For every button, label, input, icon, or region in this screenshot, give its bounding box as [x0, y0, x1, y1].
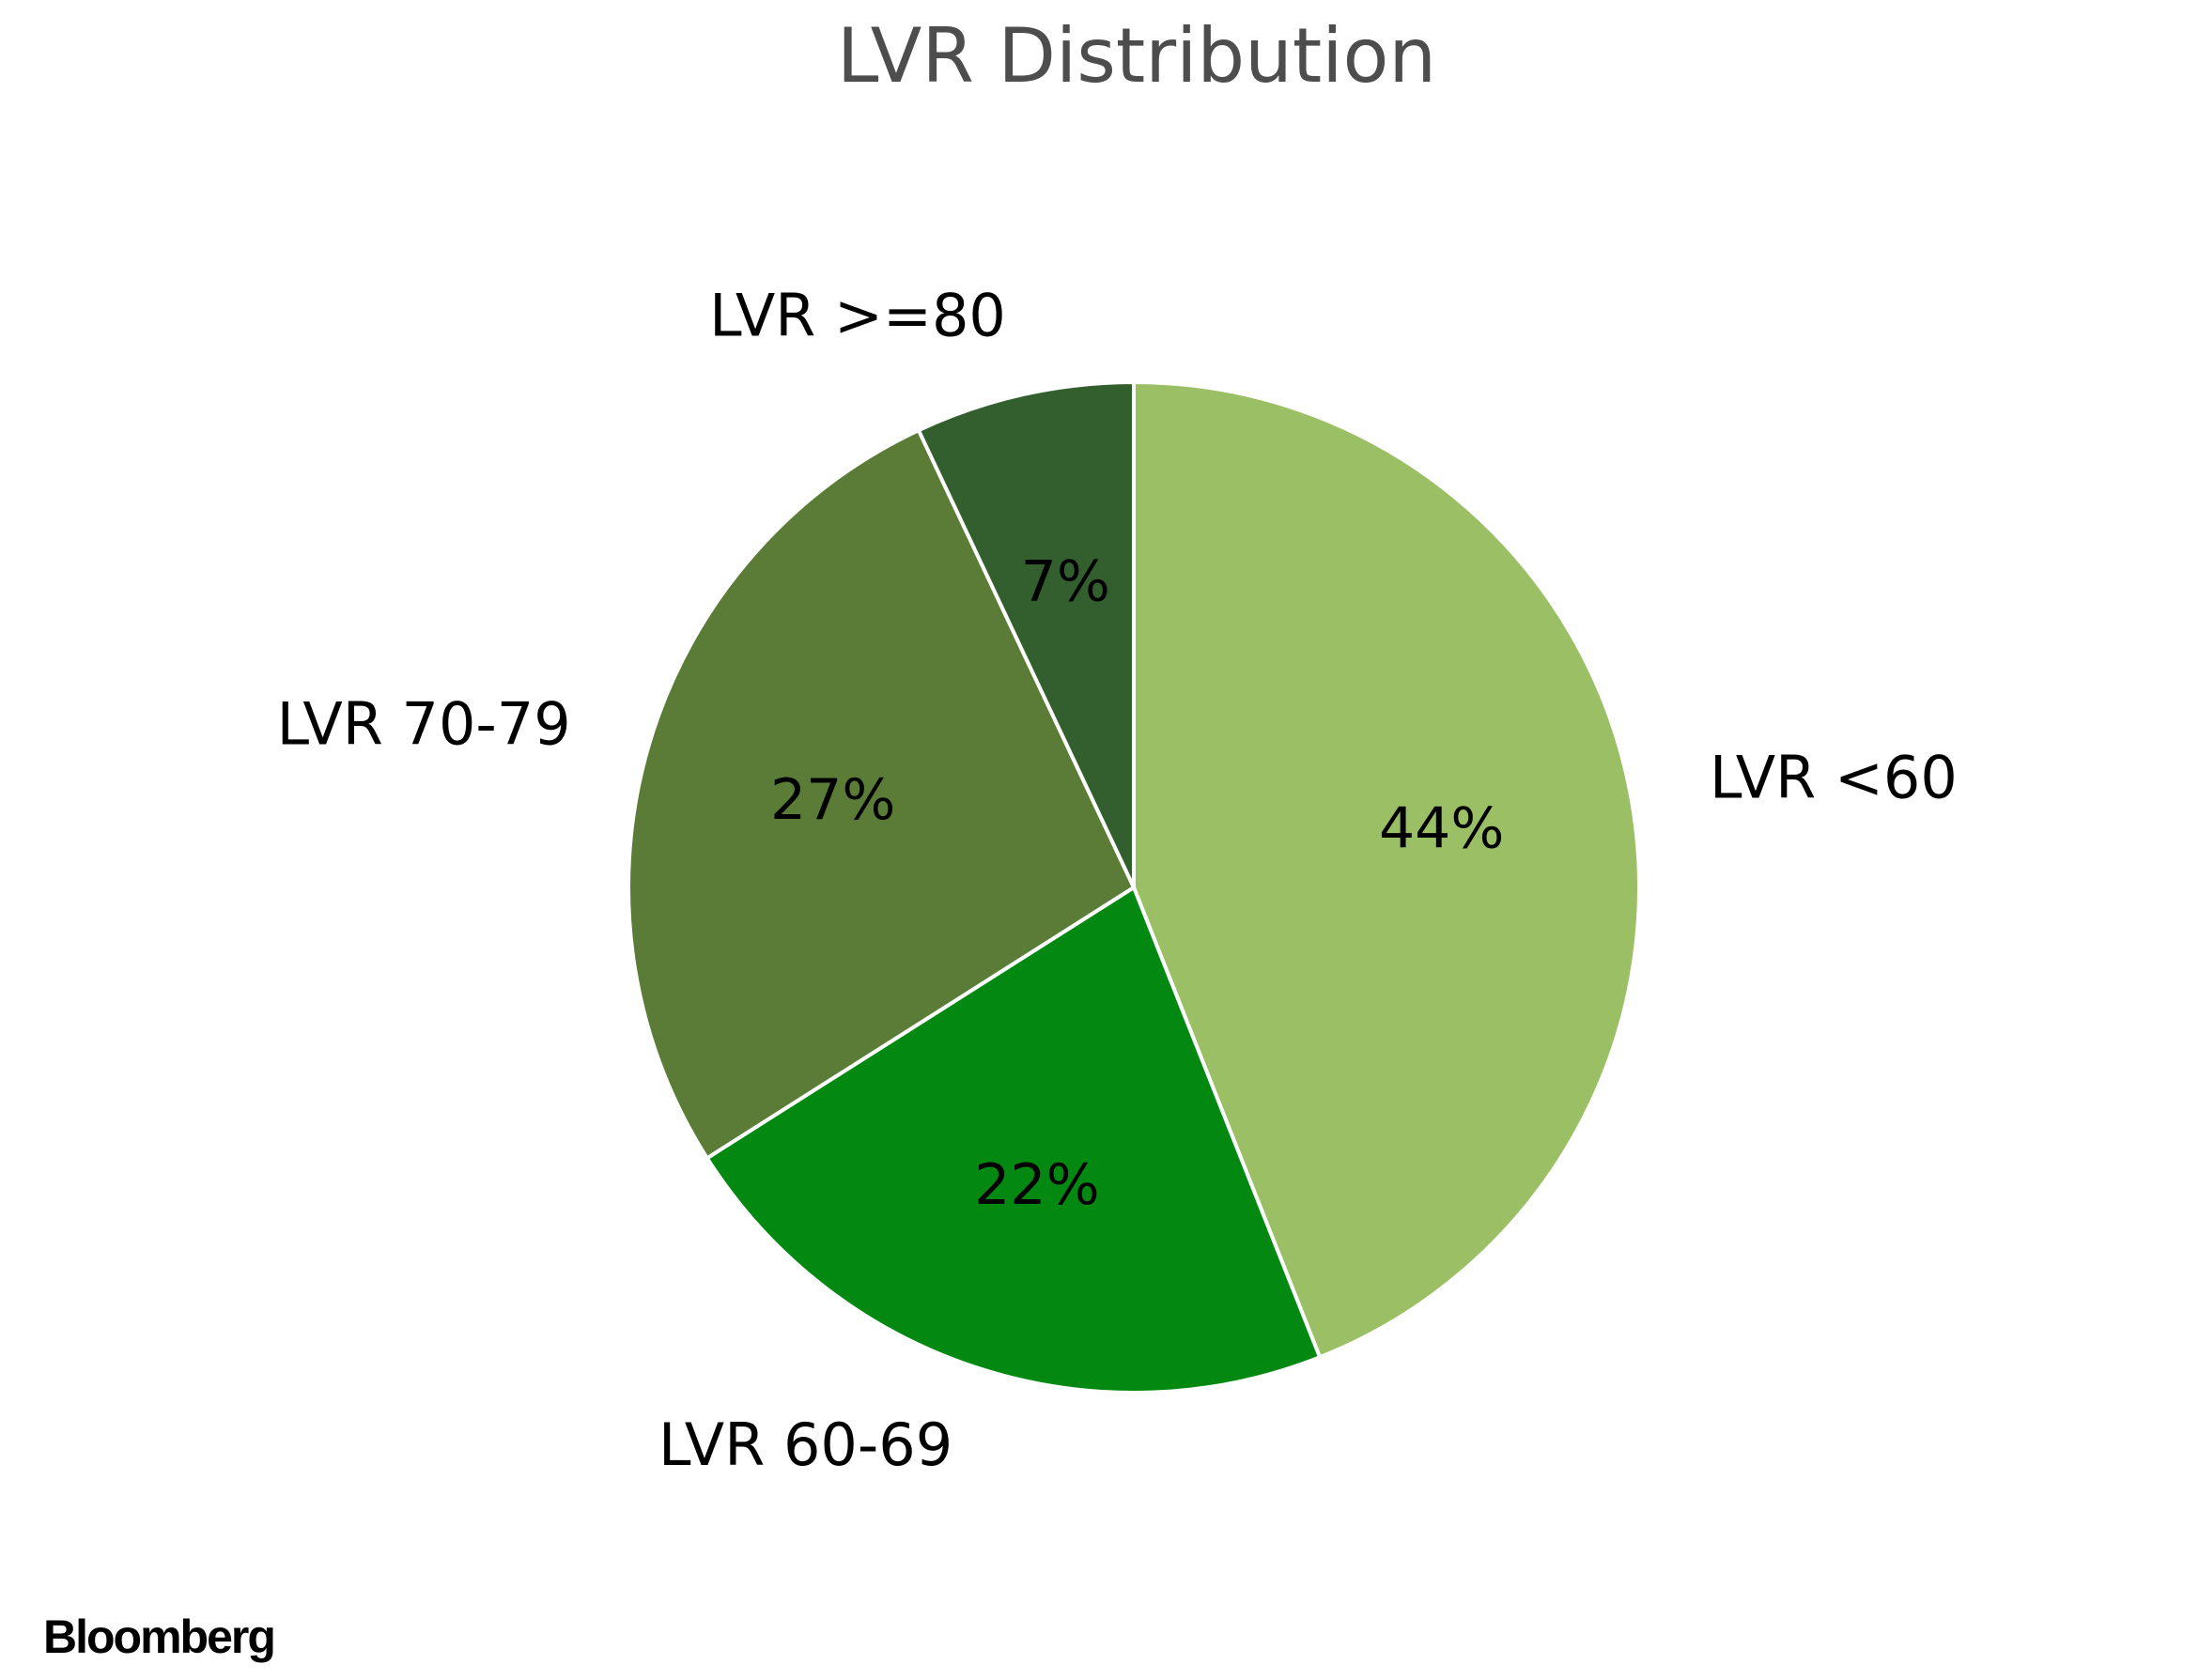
pie-slices [627, 380, 1641, 1395]
pie-category-label-lvr-80: LVR >=80 [709, 281, 1006, 349]
pie-slice-lvr-70-79 [627, 428, 1136, 1161]
pie-value-label-lvr-60-69: 22% [974, 1152, 1099, 1218]
pie-value-label-lvr-80: 7% [1021, 548, 1110, 614]
pie-category-label-lvr-60-69: LVR 60-69 [658, 1410, 952, 1479]
chart-title: LVR Distribution [837, 12, 1436, 100]
pie-value-label-lvr-60: 44% [1379, 795, 1504, 861]
pie-category-label-lvr-60: LVR <60 [1710, 744, 1958, 812]
pie-slice-lvr-60-69 [705, 886, 1323, 1395]
pie-category-label-lvr-70-79: LVR 70-79 [277, 689, 571, 758]
pie-value-label-lvr-70-79: 27% [770, 767, 895, 833]
bloomberg-logo: Bloomberg [43, 1611, 276, 1663]
pie-slice-lvr-60 [1132, 380, 1641, 1360]
pie-percentage-labels: 44% 22% 27% 7% [770, 548, 1504, 1218]
pie-category-labels: LVR <60 LVR 60-69 LVR 70-79 LVR >=80 [277, 281, 1958, 1479]
pie-slice-lvr-80 [916, 380, 1136, 889]
